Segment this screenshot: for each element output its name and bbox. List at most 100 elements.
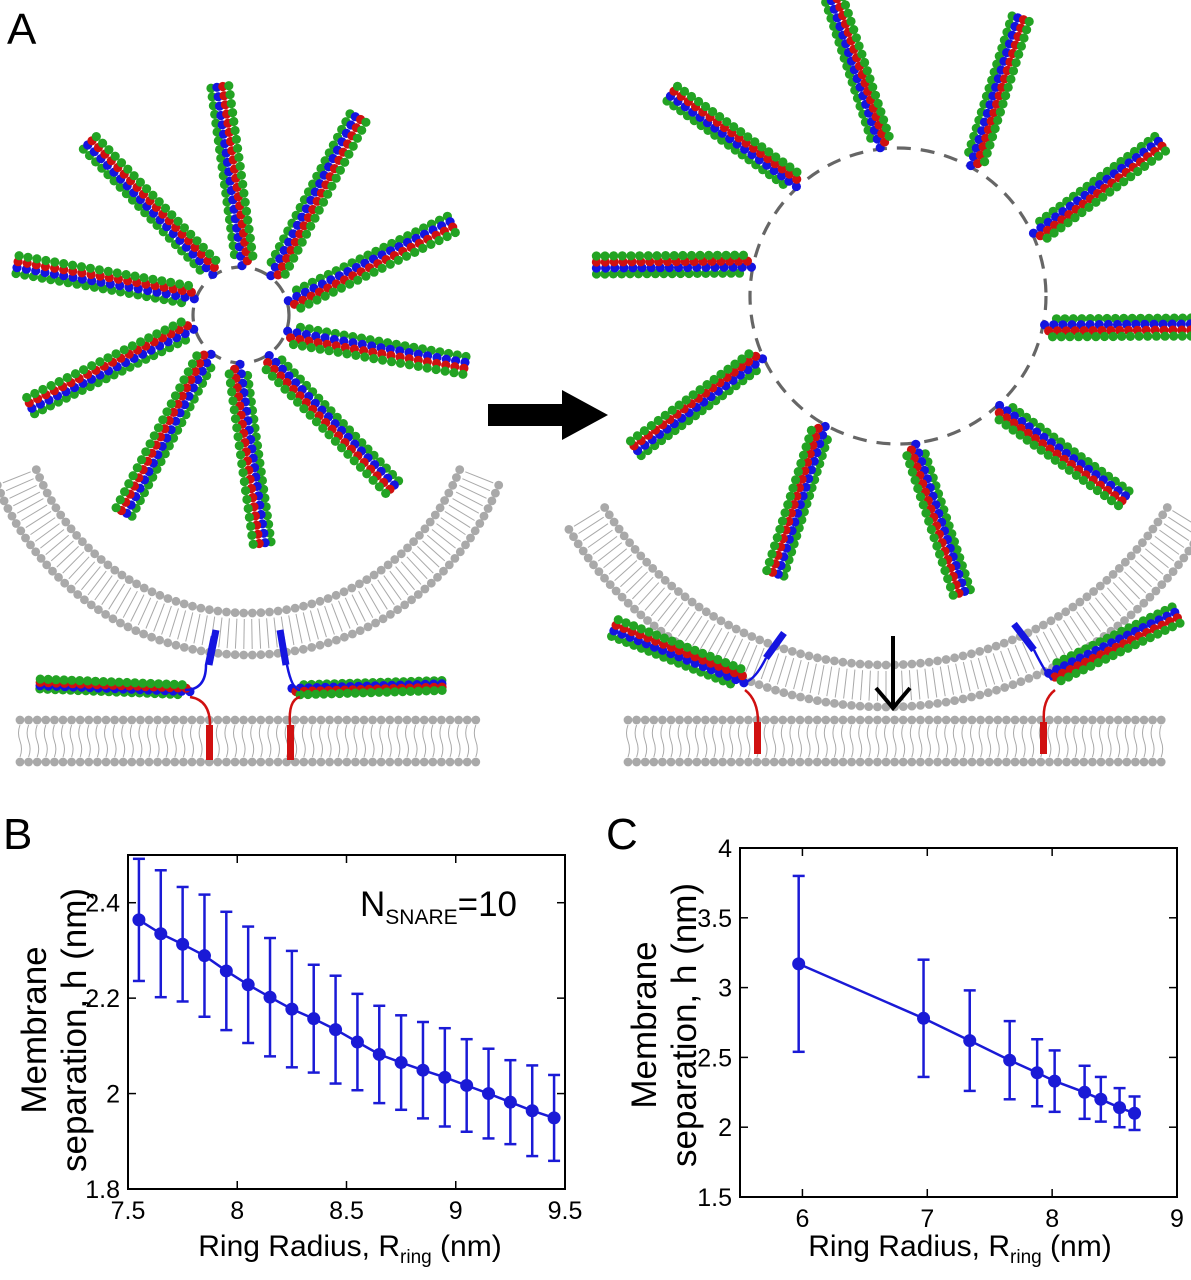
helix-strand	[625, 349, 754, 446]
helix-strand	[839, 0, 894, 141]
chart-panel-c: 6 7 8 9 1.5 2 2.5 3 3.5 4	[697, 835, 1184, 1233]
helix-strand	[91, 132, 221, 265]
chart-b-data-point	[438, 1070, 452, 1084]
chart-c-ytick-label: 2	[718, 1114, 732, 1142]
chart-c-data-point	[917, 1011, 931, 1025]
helix-strand	[966, 13, 1023, 171]
helix-strand	[296, 227, 460, 313]
snare-ring-large	[591, 0, 1191, 600]
chart-b-data-point	[416, 1063, 430, 1077]
helix-strand	[22, 317, 186, 403]
helix-strand	[611, 620, 748, 681]
chart-c-ytick-label: 1.5	[697, 1184, 732, 1212]
helix-strand	[980, 16, 1034, 167]
helix-strand	[266, 112, 360, 281]
chart-c-xtick-label: 8	[1045, 1205, 1059, 1233]
snare-complexes-right	[607, 602, 1185, 754]
helix-strand	[994, 408, 1127, 506]
chart-b-data-point	[176, 937, 190, 951]
chart-b-ytick-label: 1.8	[85, 1176, 120, 1204]
helix-strand	[662, 96, 788, 189]
helix-strand	[127, 363, 216, 521]
chart-b-data-point	[329, 1023, 343, 1037]
chart-c-data-point	[792, 957, 806, 971]
helix-strand	[122, 349, 216, 518]
chart-b-data-point	[372, 1047, 386, 1061]
helix-strand	[609, 626, 749, 688]
target-membrane-right	[623, 715, 1166, 767]
chart-b-xtick-label: 8.5	[329, 1197, 364, 1225]
chart-b-data-point	[394, 1056, 408, 1070]
chart-b-data-point	[285, 1002, 299, 1016]
chart-b-xtick-label: 8	[230, 1197, 244, 1225]
helix-strand	[111, 351, 202, 513]
chart-c-ytick-label: 4	[718, 835, 732, 863]
chart-b-xtick-label: 9.5	[548, 1197, 583, 1225]
helix-strand	[224, 369, 258, 549]
helix-strand	[832, 0, 890, 147]
helix-strand	[83, 140, 218, 279]
chart-b-data-point	[307, 1012, 321, 1026]
helix-strand	[288, 339, 468, 379]
helix-strand	[995, 400, 1131, 501]
helix-strand	[911, 439, 970, 597]
helix-strand	[116, 350, 209, 516]
helix-strand	[633, 354, 768, 456]
helix-strand	[1028, 136, 1163, 238]
chart-b-data-point	[525, 1104, 539, 1118]
chart-c-data-point	[1048, 1074, 1062, 1088]
chart-panel-b: 7.5 8 8.5 9 9.5 1.8 2 2.2 2.4	[85, 854, 583, 1225]
chart-b-annotation: NSNARE=10	[360, 885, 518, 929]
chart-c-ytick-label: 3.5	[697, 905, 732, 933]
chart-c-data-point	[1003, 1053, 1017, 1067]
chart-b-data-point	[154, 927, 168, 941]
helix-strand	[672, 81, 802, 177]
helix-strand	[264, 351, 399, 490]
helix-strand	[277, 355, 404, 486]
target-membrane-left	[15, 715, 481, 767]
chart-b-data-point	[241, 978, 255, 992]
chart-c-xtick-label: 7	[920, 1205, 934, 1233]
helix-strand	[266, 109, 355, 267]
helix-strand	[291, 211, 452, 295]
chart-b-data-point	[460, 1078, 474, 1092]
chart-c-series-line	[798, 962, 1135, 1115]
chart-c-xtick-label: 6	[795, 1205, 809, 1233]
chart-b-data-point	[503, 1095, 517, 1109]
panel-label-b: B	[3, 810, 33, 859]
vesicle-membrane-right	[564, 503, 1191, 712]
helix-strand	[224, 81, 258, 261]
chart-b-data-point	[132, 913, 146, 927]
helix-strand	[779, 435, 832, 581]
chart-c-xlabel: Ring Radius, Rring (nm)	[808, 1230, 1112, 1268]
panel-label-c: C	[606, 810, 638, 859]
chart-c-data-point	[1078, 1085, 1092, 1099]
helix-strand	[1042, 146, 1171, 243]
chart-b-series	[132, 857, 561, 1163]
chart-b-xlabel: Ring Radius, Rring (nm)	[198, 1230, 502, 1268]
helix-strand	[35, 674, 187, 690]
chart-b-ytick-label: 2	[106, 1081, 120, 1109]
chart-b-ylabel: Membrane separation, h (nm)	[15, 887, 94, 1173]
helix-strand	[280, 117, 371, 279]
ring-outline	[748, 146, 1048, 446]
helix-strand	[669, 86, 802, 184]
helix-strand	[629, 351, 761, 451]
chart-c-ylabel: Membrane separation, h (nm)	[625, 882, 704, 1168]
helix-strand	[613, 615, 746, 674]
helix-strand	[273, 114, 366, 280]
chart-b-data-point	[219, 964, 233, 978]
chart-c-data-point	[1128, 1106, 1142, 1120]
snare-complexes-left	[35, 629, 447, 760]
chart-c-data-point	[1094, 1092, 1108, 1106]
chart-c-plot-frame	[739, 847, 1178, 1198]
helix-strand	[78, 144, 205, 275]
helix-strand	[263, 358, 395, 494]
helix-strand	[14, 251, 194, 291]
chart-b-data-point	[482, 1087, 496, 1101]
chart-b-data-point	[547, 1111, 561, 1125]
helix-strand	[1035, 131, 1160, 226]
ring-outline	[191, 265, 291, 365]
helix-strand	[762, 425, 817, 576]
helix-strand	[1035, 141, 1167, 241]
